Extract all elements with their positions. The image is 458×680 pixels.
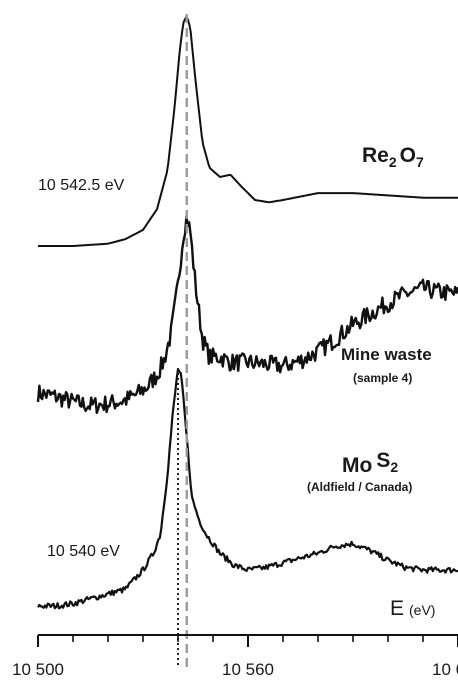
x-tick-label: 10 560: [222, 660, 274, 679]
series-line-mine-waste: [36, 215, 458, 415]
x-tick-label: 10 620: [432, 660, 458, 679]
x-axis-label: E (eV): [390, 597, 435, 620]
series-sublabel-mine-waste: (sample 4): [353, 371, 412, 385]
series-line-mos2: [37, 367, 458, 610]
series-line-re2o7: [38, 15, 458, 247]
reference-label-10540: 10 540 eV: [47, 543, 120, 560]
chart-marks: 10 500 10 560 10 620: [12, 14, 458, 679]
x-tick-label: 10 500: [12, 660, 64, 679]
reference-label-10542-5: 10 542.5 eV: [38, 177, 125, 194]
series-sublabel-mos2: (Aldfield / Canada): [307, 480, 412, 494]
series-label-mos2: Mo S2: [342, 449, 398, 477]
series-label-re2o7: Re2 O7: [362, 144, 424, 170]
series-label-mine-waste: Mine waste: [341, 345, 432, 364]
